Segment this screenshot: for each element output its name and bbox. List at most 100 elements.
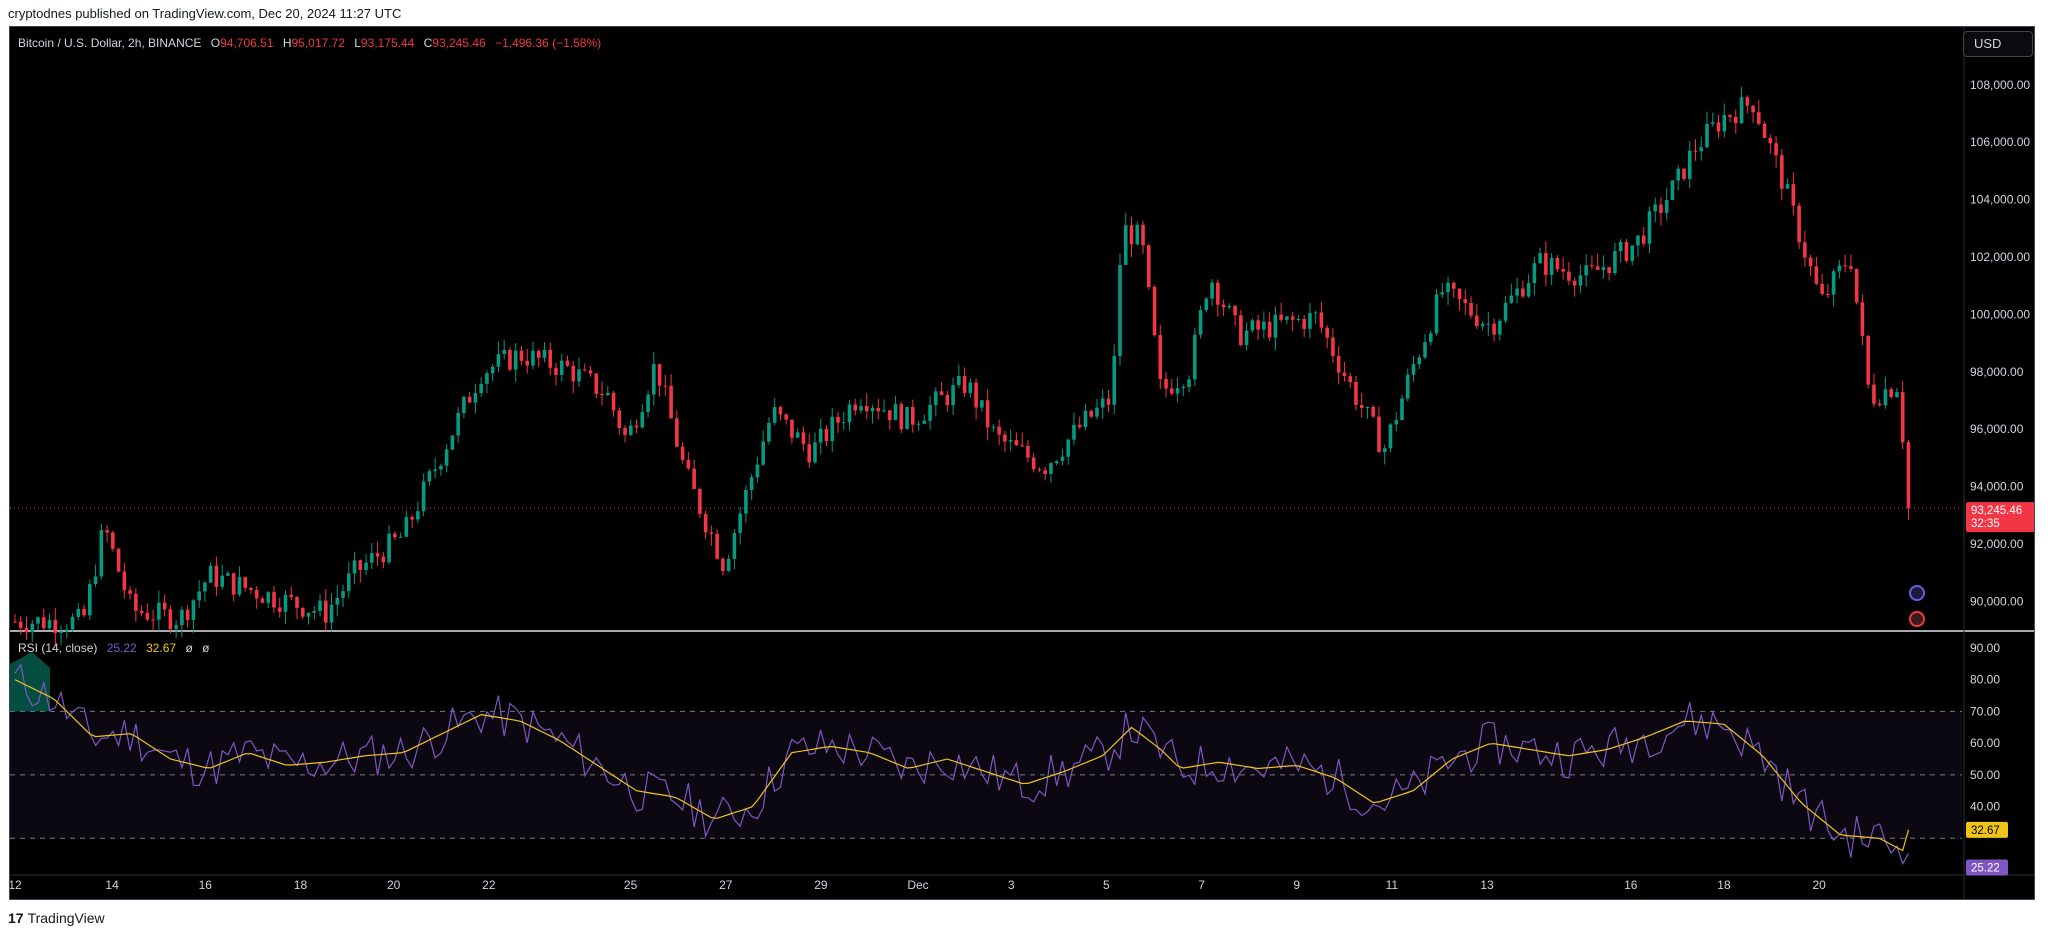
candle-body (502, 349, 506, 355)
symbol-legend[interactable]: Bitcoin / U.S. Dollar, 2h, BINANCE O94,7… (18, 36, 601, 50)
candle-body (266, 592, 271, 603)
candle-body (82, 608, 86, 616)
candle-body (208, 565, 213, 583)
candle-body (916, 423, 921, 425)
price-tick-label: 90,000.00 (1970, 594, 2024, 608)
time-tick-label: 16 (1624, 878, 1638, 892)
candle-body (1814, 266, 1819, 284)
candle-body (157, 602, 161, 620)
candle-body (1774, 143, 1778, 156)
candle-body (1480, 323, 1485, 327)
candle-body (1319, 312, 1324, 328)
candle-body (1699, 147, 1704, 152)
candle-body (214, 565, 219, 587)
candle-body (1641, 235, 1646, 244)
candle-body (847, 404, 852, 423)
candle-body (1187, 379, 1191, 387)
add-event-icon[interactable] (1909, 585, 1925, 601)
candle-body (151, 619, 155, 621)
chart-canvas[interactable]: 108,000.00 106,000.00 104,000.00 102,000.00… (10, 27, 2034, 899)
candle-body (1342, 372, 1347, 377)
candle-body (13, 621, 17, 623)
candle-body (1158, 335, 1163, 380)
candle-body (88, 583, 92, 616)
symbol-title[interactable]: Bitcoin / U.S. Dollar, 2h, BINANCE (18, 36, 202, 50)
candle-body (1411, 364, 1416, 375)
candle-body (1613, 251, 1617, 274)
candle-body (957, 376, 961, 386)
candle-body (1768, 137, 1773, 144)
candle-body (1146, 245, 1151, 287)
candle-body (1849, 266, 1853, 269)
candle-body (99, 530, 104, 577)
candle-body (1216, 282, 1220, 305)
candle-body (1831, 271, 1836, 295)
candle-body (1647, 211, 1652, 244)
candle-body (134, 593, 138, 611)
candle-body (145, 612, 150, 620)
candle-body (1820, 283, 1824, 295)
candle-body (30, 623, 35, 633)
rsi-tick-label: 40.00 (1970, 800, 2000, 814)
candle-body (185, 609, 190, 621)
candle-body (59, 631, 63, 634)
candle-body (122, 571, 127, 591)
candle-body (1877, 403, 1882, 406)
candle-body (559, 360, 564, 375)
candle-body (1164, 379, 1168, 389)
high-label: H (282, 36, 292, 50)
candle-body (93, 576, 98, 584)
rsi-title[interactable]: RSI (14, close) (18, 641, 98, 655)
candle-body (243, 577, 248, 588)
candle-body (197, 591, 201, 601)
candle-body (1463, 299, 1468, 304)
price-tick-label: 98,000.00 (1970, 365, 2024, 379)
rsi-ma-tag-value: 32.67 (1971, 825, 2000, 837)
candle-body (1526, 283, 1531, 297)
candle-body (1388, 424, 1393, 449)
time-tick-label: 14 (105, 878, 119, 892)
candle-body (1509, 295, 1514, 303)
candle-body (841, 422, 846, 424)
candle-body (1676, 168, 1681, 181)
currency-button[interactable]: USD (1963, 31, 2033, 57)
time-tick-label: 11 (1386, 878, 1399, 892)
time-tick-label: 22 (482, 878, 496, 892)
rsi-legend[interactable]: RSI (14, close) 25.22 32.67 ø ø (18, 641, 209, 655)
rsi-line (14, 663, 1910, 866)
candle-body (341, 591, 345, 598)
candle-body (410, 517, 414, 520)
candle-body (1451, 282, 1456, 289)
candle-body (778, 407, 783, 415)
candle-body (1273, 314, 1278, 338)
candle-body (1365, 406, 1370, 409)
candle-body (1066, 439, 1070, 457)
candle-body (934, 391, 938, 405)
candle-body (1595, 266, 1600, 270)
tradingview-logo[interactable]: 17 TradingView (8, 910, 105, 926)
candle-body (818, 428, 823, 443)
candle-body (1503, 302, 1508, 321)
candle-body (1538, 253, 1542, 264)
candle-body (1636, 235, 1640, 246)
candle-body (962, 376, 967, 393)
candle-body (1233, 305, 1237, 316)
rsi-band (10, 711, 1962, 839)
price-tick-label: 104,000.00 (1970, 193, 2030, 207)
candle-body (1072, 424, 1076, 440)
candle-body (859, 405, 863, 411)
candle-body (416, 511, 420, 520)
candle-body (577, 369, 581, 382)
last-price-tag-countdown: 32:35 (1971, 518, 2000, 530)
candle-body (496, 354, 501, 367)
rsi-ma-value: 32.67 (146, 641, 177, 655)
time-tick-label: 7 (1198, 878, 1205, 892)
candle-body (180, 609, 184, 626)
time-tick-label: 5 (1103, 878, 1110, 892)
candle-body (1198, 310, 1203, 335)
us-flag-event-icon[interactable] (1909, 611, 1925, 627)
time-tick-label: 16 (199, 878, 213, 892)
candle-body (1193, 334, 1197, 380)
candle-body (1003, 434, 1007, 442)
candle-body (1659, 204, 1663, 213)
